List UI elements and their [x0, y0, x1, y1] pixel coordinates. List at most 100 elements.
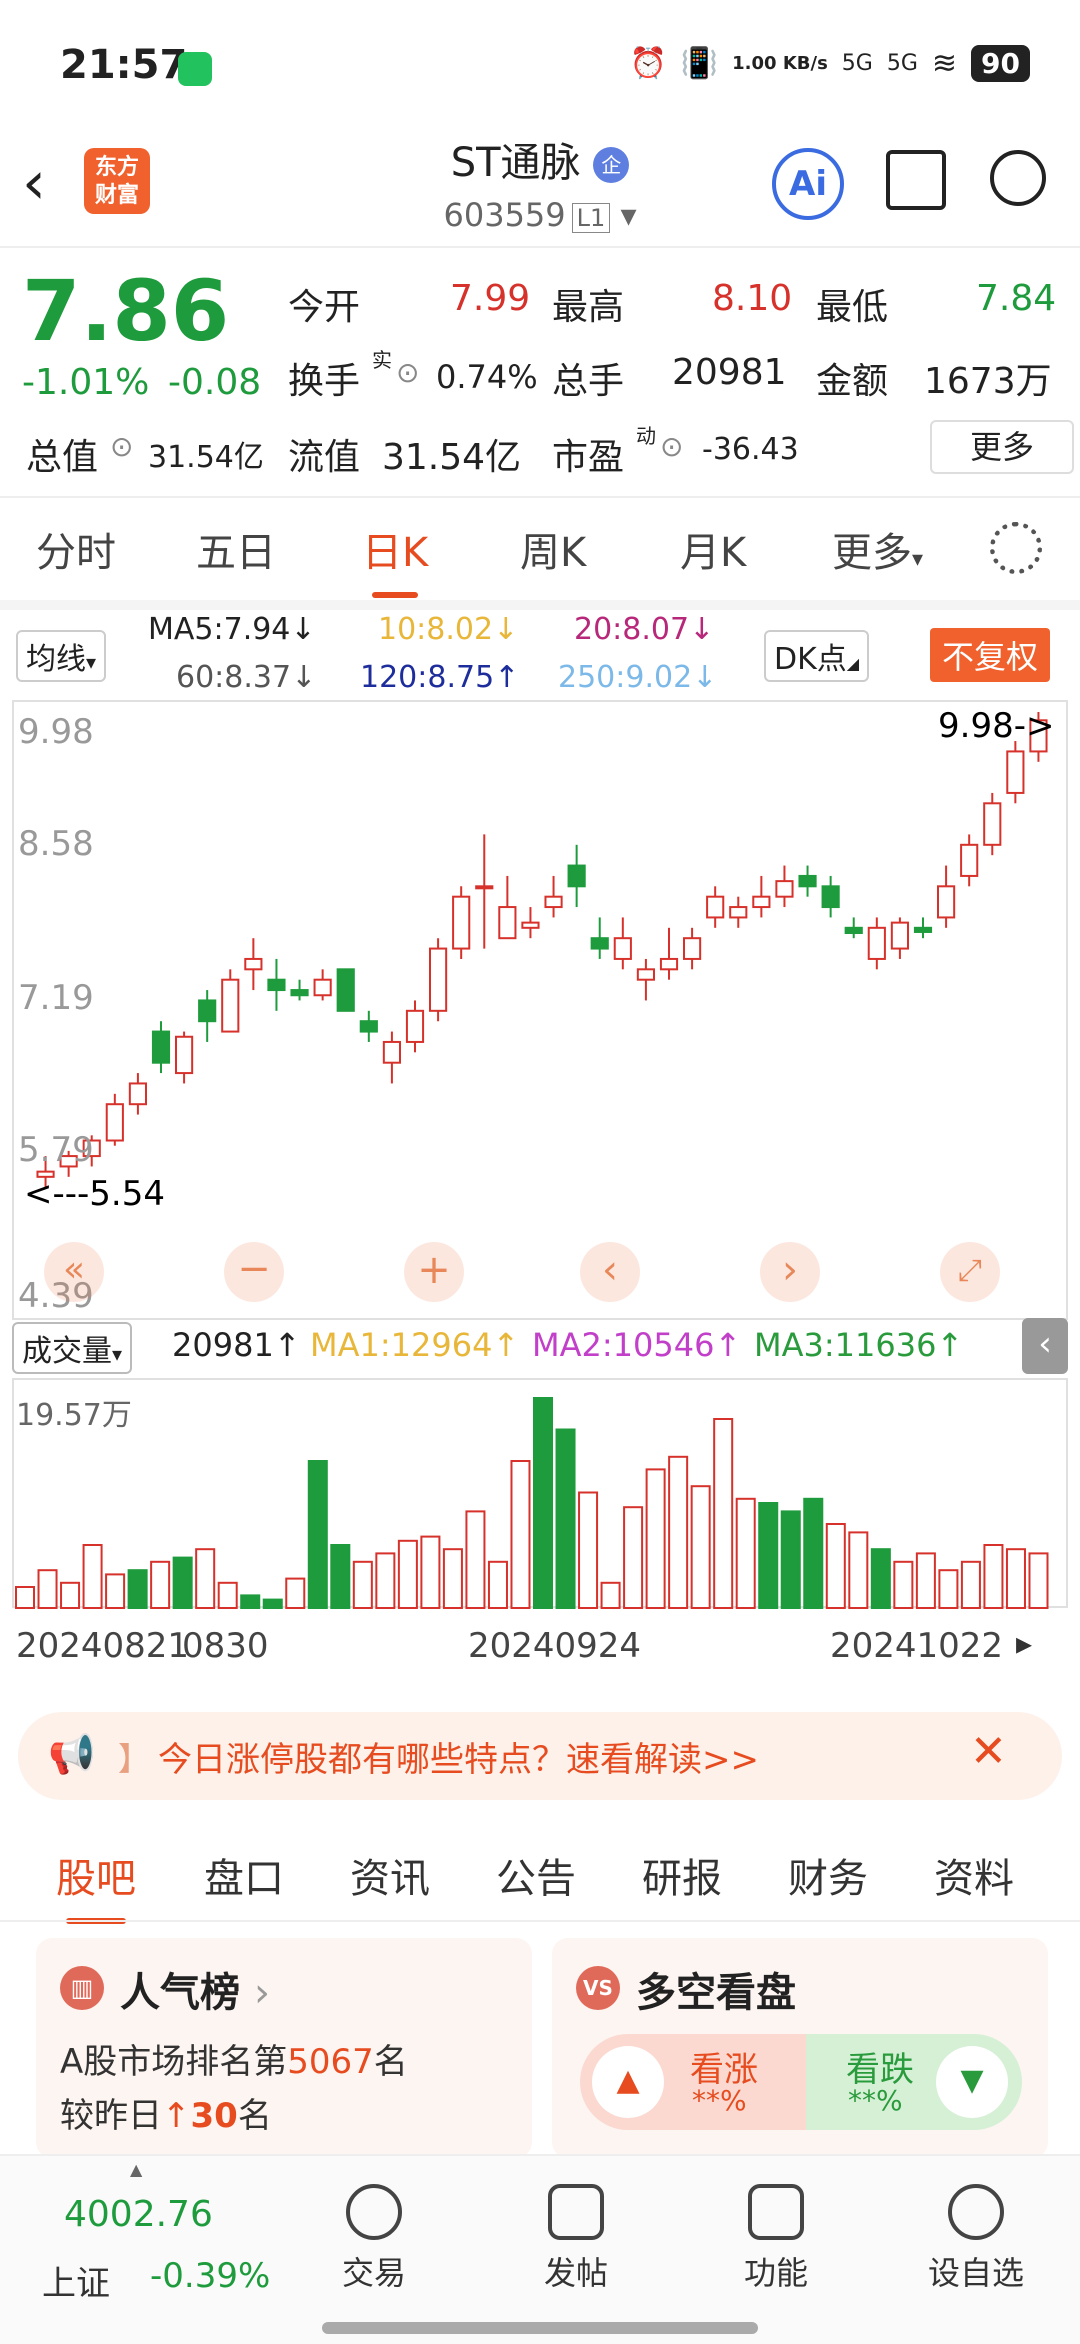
candle	[82, 1139, 101, 1158]
dk-point-select[interactable]: DK点◢	[764, 630, 870, 682]
chevron-right-icon: ›	[253, 1970, 270, 2016]
close-icon[interactable]: ✕	[970, 1726, 1007, 1777]
volume-bar	[307, 1460, 328, 1609]
search-icon[interactable]	[990, 150, 1046, 206]
tab-finance[interactable]: 财务	[788, 1856, 868, 1902]
stock-code-row[interactable]: 603559 L1 ▾	[0, 196, 1080, 234]
volume-bar	[465, 1510, 486, 1609]
change-prefix: 较昨日	[60, 2096, 162, 2136]
date-tick: 20241022	[830, 1626, 1004, 1666]
tab-research[interactable]: 研报	[642, 1856, 722, 1902]
next-icon[interactable]: ›	[760, 1242, 820, 1302]
enterprise-badge: 企	[593, 147, 630, 183]
min-marker: <---5.54	[24, 1174, 165, 1214]
back-icon[interactable]: ‹	[22, 148, 46, 218]
bearish-value: **%	[848, 2084, 903, 2117]
adjust-button[interactable]: 不复权	[930, 628, 1051, 682]
volume-select[interactable]: 成交量▾	[12, 1322, 133, 1374]
ma-select[interactable]: 均线▾	[16, 630, 107, 682]
volume-bar	[105, 1573, 126, 1609]
vol-ma2: MA2:10546↑	[532, 1326, 742, 1364]
nav-watchlist[interactable]: 设自选	[916, 2184, 1036, 2294]
zoom-in-icon[interactable]: +	[404, 1242, 464, 1302]
nav-functions[interactable]: 功能	[726, 2184, 826, 2294]
volume-bar	[375, 1552, 396, 1609]
candle	[683, 937, 702, 960]
tab-news[interactable]: 资讯	[350, 1856, 430, 1902]
volume-bar	[960, 1560, 981, 1610]
share-icon[interactable]	[886, 150, 946, 210]
zoom-out-icon[interactable]: −	[224, 1242, 284, 1302]
rank-suffix: 名	[373, 2042, 408, 2082]
index-value[interactable]: 4002.76	[64, 2194, 213, 2235]
candle	[198, 999, 217, 1023]
tab-intraday[interactable]: 分时	[36, 530, 116, 576]
clock: 21:57	[60, 42, 188, 88]
volume-label: 总手	[552, 361, 625, 402]
pct-change: -1.01%	[22, 362, 150, 403]
kline-svg	[36, 712, 1048, 1188]
tab-monthly-k[interactable]: 月K	[680, 530, 747, 576]
stock-title: ST通脉 企	[0, 130, 1080, 188]
pe-sup: 动	[636, 424, 656, 448]
volume-bar	[893, 1560, 914, 1610]
prev-icon[interactable]: ‹	[580, 1242, 640, 1302]
candle	[913, 926, 933, 933]
turnover-value: 0.74%	[436, 358, 538, 396]
bearish-button[interactable]: 看跌 **% ▼	[806, 2034, 1022, 2130]
volume-bar	[1028, 1552, 1049, 1609]
tab-announcements[interactable]: 公告	[496, 1856, 576, 1902]
nav-trade[interactable]: 交易	[324, 2184, 424, 2294]
divider	[0, 496, 1080, 498]
candle	[128, 1082, 147, 1106]
pe-label: 市盈	[552, 437, 625, 478]
chevron-down-icon: ▾	[620, 196, 637, 234]
volume-chart[interactable]: 19.57万	[12, 1378, 1068, 1610]
candle	[844, 926, 863, 935]
caret-up-icon: ▲	[130, 2160, 143, 2179]
promo-banner[interactable]: 📢 】 今日涨停股都有哪些特点？速看解读>> ✕	[18, 1712, 1062, 1800]
volume-value: 20981	[672, 352, 787, 393]
tab-more[interactable]: 更多▾	[832, 520, 923, 578]
signal-1: 5G	[841, 51, 873, 76]
volume-bar	[37, 1569, 58, 1609]
banner-text: 今日涨停股都有哪些特点？速看解读>>	[158, 1740, 759, 1780]
kline-chart[interactable]: 9.98 8.58 7.19 5.79 4.39 9.98-> <---5.54…	[12, 700, 1068, 1320]
candle	[1029, 719, 1048, 753]
play-icon[interactable]: ▸	[1016, 1624, 1033, 1662]
volume-bar	[82, 1544, 103, 1609]
tab-weekly-k[interactable]: 周K	[520, 530, 587, 576]
collapse-icon[interactable]: ‹	[1022, 1318, 1068, 1374]
more-button[interactable]: 更多	[930, 420, 1074, 474]
index-name[interactable]: 上证	[42, 2264, 110, 2304]
volume-bar	[420, 1535, 441, 1610]
y-tick: 8.58	[18, 824, 94, 864]
long-short-card[interactable]: VS 多空看盘 ▲ 看涨 **% 看跌 **% ▼	[552, 1938, 1048, 2158]
info-icon[interactable]: ⊙	[396, 356, 420, 389]
volume-bar	[150, 1560, 171, 1610]
bullish-button[interactable]: ▲ 看涨 **%	[580, 2034, 806, 2130]
tab-5day[interactable]: 五日	[196, 530, 276, 576]
nav-post[interactable]: 发帖	[526, 2184, 626, 2294]
candle	[151, 1030, 171, 1064]
settings-gear-icon[interactable]	[990, 522, 1042, 574]
candle	[36, 1170, 55, 1178]
tab-forum[interactable]: 股吧	[56, 1846, 136, 1924]
candle	[521, 921, 540, 929]
index-pct[interactable]: -0.39%	[150, 2256, 271, 2296]
volume-bar	[240, 1594, 261, 1609]
status-icons: ⏰ 📳 1.00 KB/s 5G 5G ≋ 90	[629, 45, 1030, 82]
tab-profile[interactable]: 资料	[934, 1856, 1014, 1902]
info-icon[interactable]: ⊙	[660, 430, 684, 463]
volume-bar	[690, 1485, 711, 1609]
info-icon[interactable]: ⊙	[110, 430, 134, 463]
rewind-icon[interactable]: «	[44, 1242, 104, 1302]
fullscreen-icon[interactable]: ⤢	[940, 1242, 1000, 1302]
ma250: 250:9.02↓	[558, 660, 718, 695]
ma5: MA5:7.94↓	[148, 612, 316, 647]
tab-order-book[interactable]: 盘口	[204, 1856, 284, 1902]
ai-button[interactable]: Ai	[772, 148, 844, 220]
tab-daily-k[interactable]: 日K	[362, 520, 428, 598]
grid-icon	[748, 2184, 804, 2240]
popularity-card[interactable]: ▥ 人气榜 › A股市场排名第5067名 较昨日↑30名	[36, 1938, 532, 2158]
